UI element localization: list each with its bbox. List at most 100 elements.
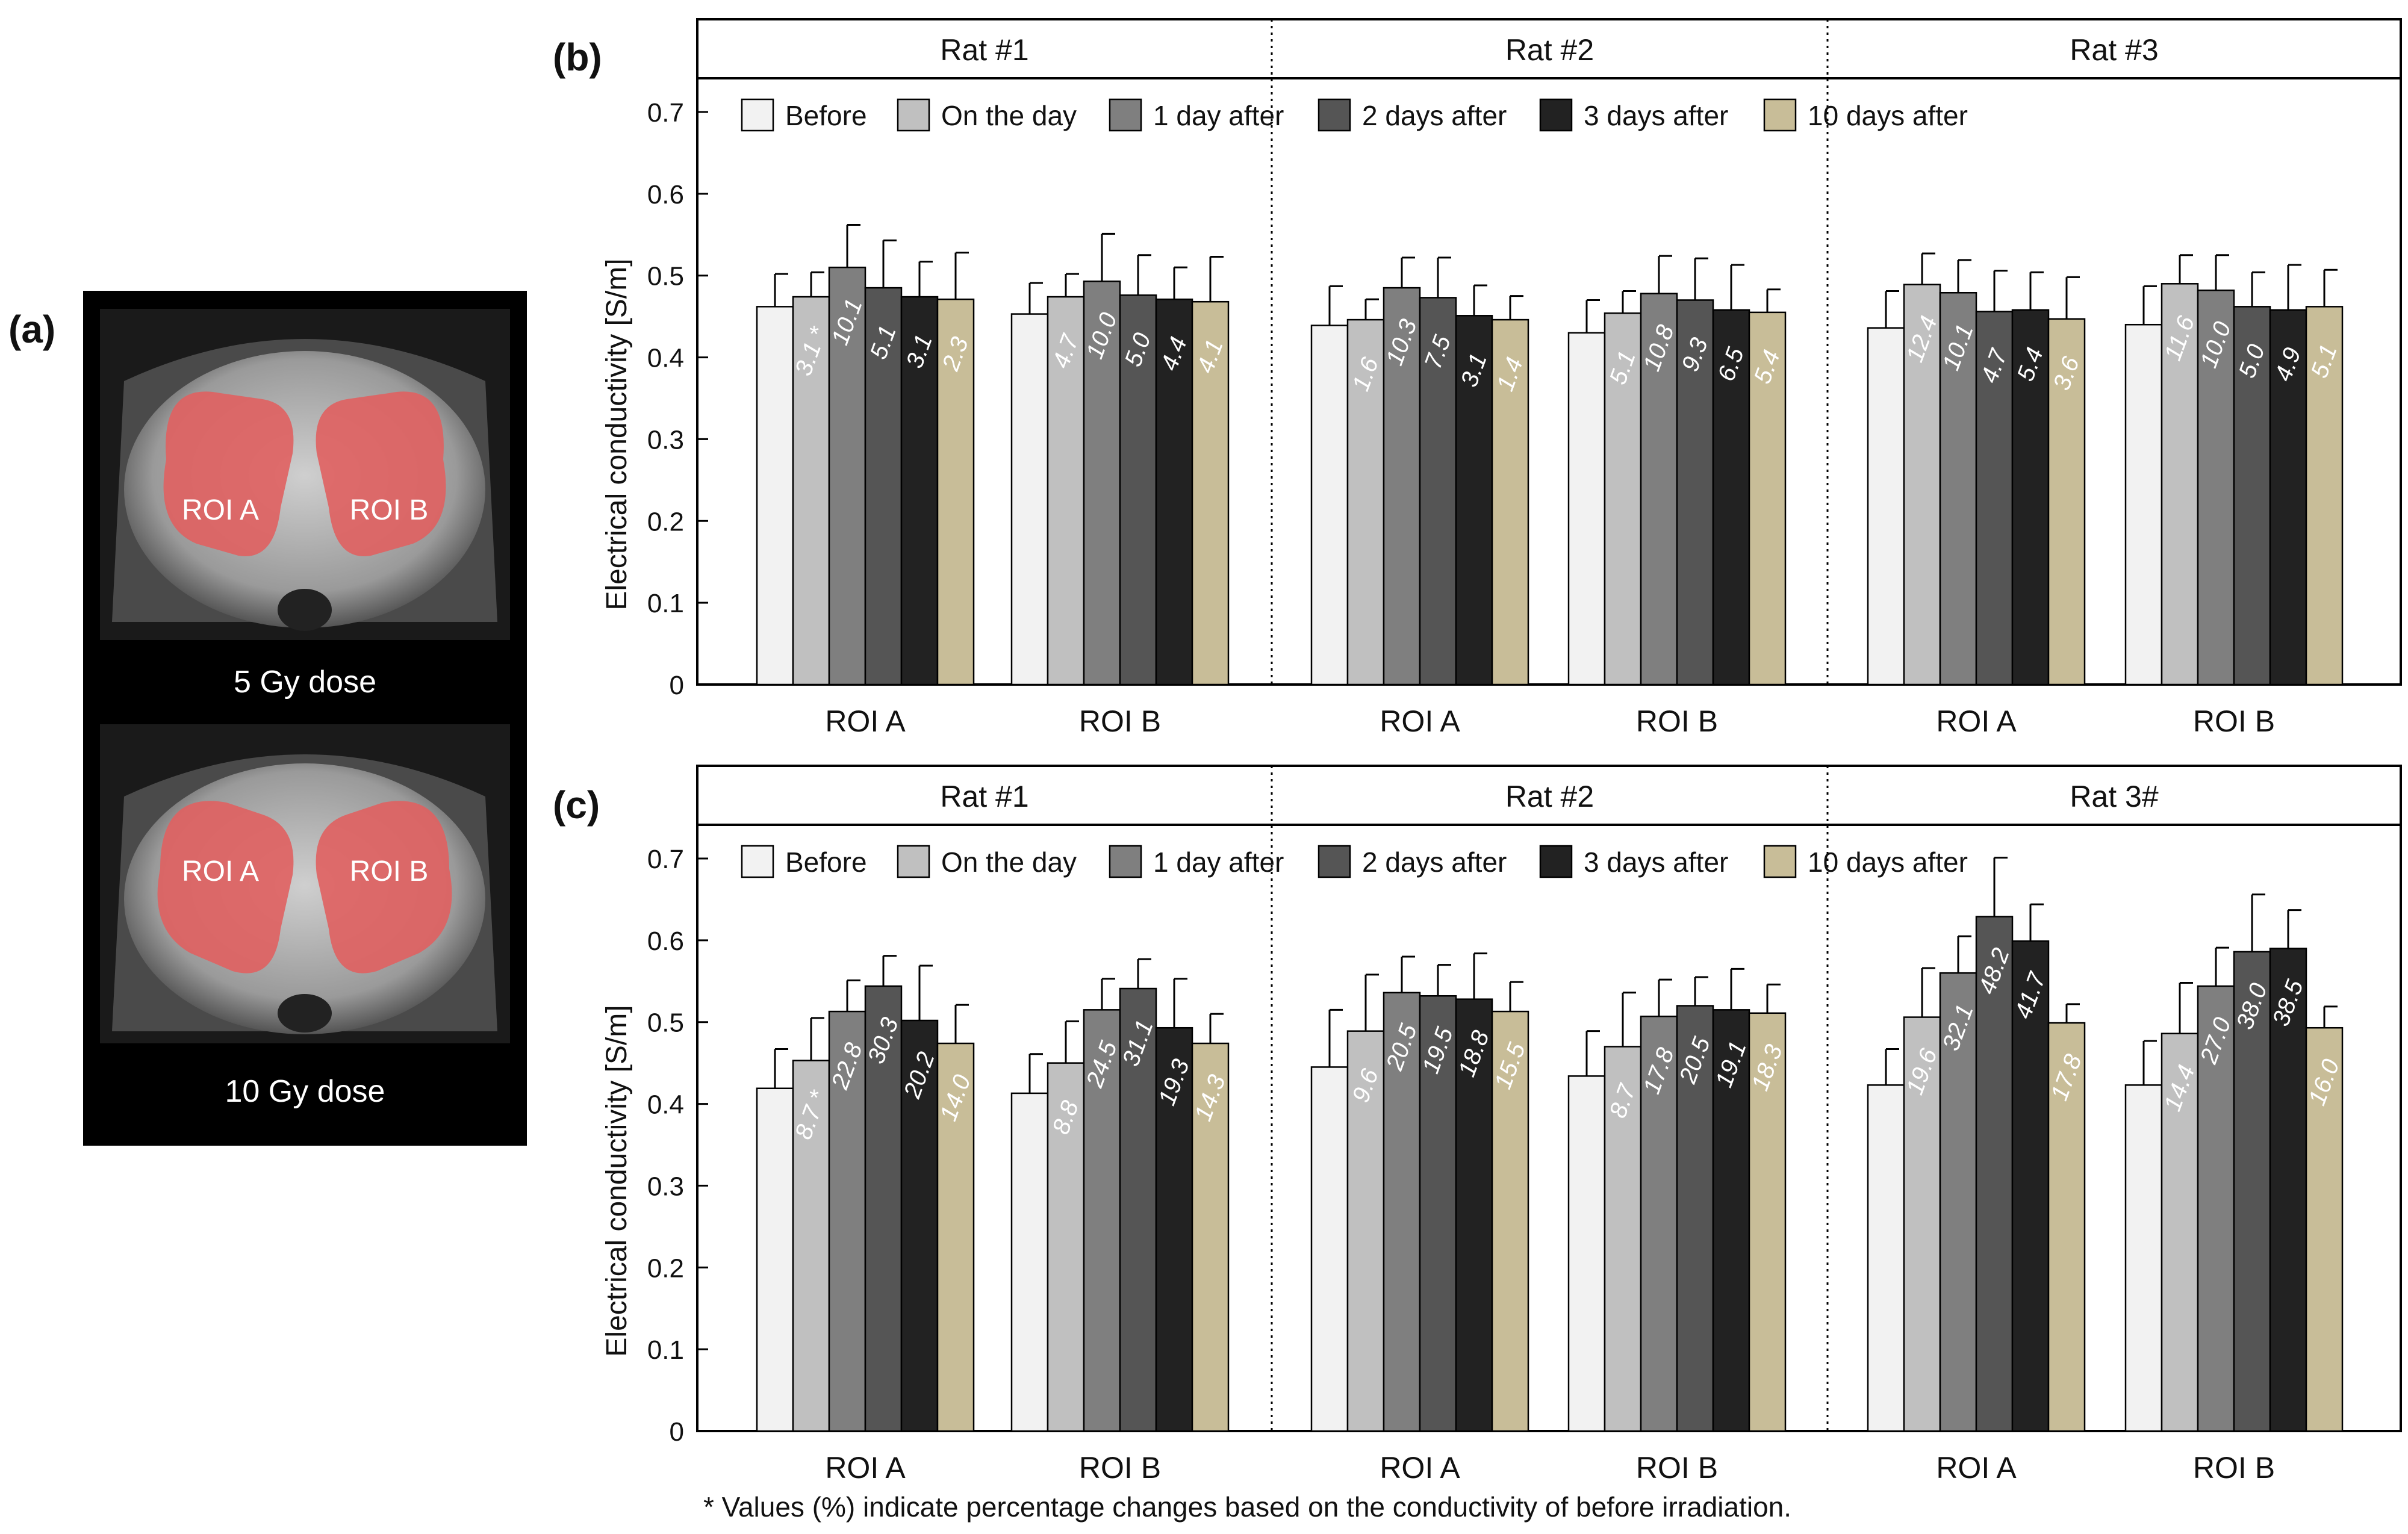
bar	[756, 1087, 794, 1432]
x-category-label: ROI B	[2193, 1451, 2275, 1485]
y-tick-label: 0.7	[647, 98, 684, 128]
legend-swatch	[1539, 845, 1573, 878]
roi-b-label: ROI B	[350, 494, 429, 526]
y-tick-label: 0.4	[647, 1090, 684, 1120]
y-tick-label: 0.3	[647, 1172, 684, 1201]
bar	[2269, 309, 2307, 686]
roi-a-overlay	[157, 801, 294, 974]
bar	[1939, 972, 1977, 1432]
bar	[1010, 313, 1049, 686]
legend-label: 10 days after	[1808, 100, 1968, 131]
plot-frame	[696, 765, 2402, 1432]
panel-label-c: (c)	[553, 783, 600, 827]
y-tick-label: 0.2	[647, 1253, 684, 1283]
legend-label: On the day	[941, 846, 1077, 878]
bar	[2047, 318, 2086, 686]
y-tick-label: 0.4	[647, 344, 684, 373]
bar	[1310, 324, 1349, 686]
bar	[2161, 1032, 2199, 1432]
y-tick-label: 0.5	[647, 1008, 684, 1038]
group-header: Rat 3#	[2070, 780, 2159, 813]
bar	[1455, 315, 1493, 686]
bar	[1748, 1012, 1787, 1432]
legend-swatch	[1763, 845, 1797, 878]
legend-label: Before	[785, 846, 867, 878]
bar	[2011, 309, 2050, 686]
legend-label: 2 days after	[1362, 100, 1507, 131]
bar	[1346, 318, 1385, 686]
brain-mri-panel: ROI A ROI B ROI A ROI B 5 Gy dose 10 Gy …	[83, 291, 527, 1146]
legend-swatch	[1539, 98, 1573, 132]
legend-label: 3 days after	[1584, 846, 1728, 878]
bar	[1867, 1084, 1905, 1432]
legend-swatch	[741, 98, 774, 132]
caption-10gy: 10 Gy dose	[225, 1074, 385, 1109]
y-tick-label: 0.5	[647, 262, 684, 291]
bar	[1640, 1015, 1678, 1432]
y-tick-label: 0	[670, 1417, 684, 1447]
bar	[2269, 948, 2307, 1432]
bar	[1491, 318, 1529, 686]
brain-mri-illustration: ROI A ROI B ROI A ROI B	[100, 309, 510, 1043]
legend-label: 3 days after	[1584, 100, 1728, 131]
legend-label: 2 days after	[1362, 846, 1507, 878]
bar	[828, 266, 866, 686]
bar	[2233, 306, 2271, 686]
y-axis-label: Electrical conductivity [S/m]	[601, 1005, 633, 1356]
legend-swatch	[1318, 98, 1351, 132]
panel-label-a: (a)	[8, 308, 56, 351]
bar	[1083, 280, 1121, 686]
roi-b-label: ROI B	[350, 856, 429, 887]
x-category-label: ROI A	[1936, 1451, 2017, 1485]
y-tick-label: 0.7	[647, 845, 684, 874]
bar	[1047, 1062, 1085, 1432]
bar	[1491, 1010, 1529, 1432]
y-tick-label: 0.2	[647, 507, 684, 536]
roi-a-label: ROI A	[182, 494, 259, 526]
bar	[2161, 283, 2199, 686]
bar	[1155, 1026, 1193, 1432]
bar	[792, 296, 830, 686]
bar	[1047, 296, 1085, 686]
x-category-label: ROI A	[1936, 704, 2017, 738]
x-category-label: ROI B	[1636, 704, 1718, 738]
y-tick-label: 0.6	[647, 927, 684, 956]
roi-a-label: ROI A	[182, 856, 259, 887]
brain-image-10gy: ROI A ROI B	[100, 724, 510, 1043]
x-category-label: ROI B	[2193, 704, 2275, 738]
bar-chart-b: Rat #1 Rat #2 Rat #3 0 0.1 0.2 0.3 0.4 0.5 0.6 0.7…	[601, 18, 2402, 738]
bar	[1346, 1030, 1385, 1432]
bar	[1903, 284, 1941, 686]
legend-swatch	[1109, 98, 1142, 132]
y-tick-label: 0.6	[647, 180, 684, 210]
legend-swatch	[1318, 845, 1351, 878]
legend-label: Before	[785, 100, 867, 131]
y-tick-label: 0.3	[647, 425, 684, 455]
bar	[1383, 287, 1421, 686]
y-tick-label: 0.1	[647, 1335, 684, 1365]
legend-swatch	[897, 845, 930, 878]
group-header: Rat #1	[940, 780, 1028, 813]
bar	[1748, 311, 1787, 686]
x-category-label: ROI B	[1079, 1451, 1161, 1485]
bar	[1712, 309, 1750, 686]
group-header: Rat #2	[1505, 33, 1594, 67]
bar	[2197, 985, 2235, 1432]
bar	[900, 296, 939, 686]
group-header: Rat #1	[940, 33, 1028, 67]
bar	[1455, 998, 1493, 1432]
bar	[1604, 1046, 1642, 1432]
legend-swatch	[1109, 845, 1142, 878]
bar	[1119, 294, 1157, 686]
x-category-label: ROI B	[1636, 1451, 1718, 1485]
legend-swatch	[1763, 98, 1797, 132]
y-axis-label: Electrical conductivity [S/m]	[601, 258, 633, 610]
bar-chart-c: Rat #1 Rat #2 Rat 3# 0 0.1 0.2 0.3 0.4 0.5 0.6 0.7…	[601, 765, 2402, 1485]
legend-label: 1 day after	[1153, 846, 1284, 878]
x-category-label: ROI B	[1079, 704, 1161, 738]
legend-label: On the day	[941, 100, 1077, 131]
legend-label: 10 days after	[1808, 846, 1968, 878]
y-tick-label: 0.1	[647, 589, 684, 618]
group-header: Rat #3	[2070, 33, 2158, 67]
bar	[2305, 306, 2344, 686]
